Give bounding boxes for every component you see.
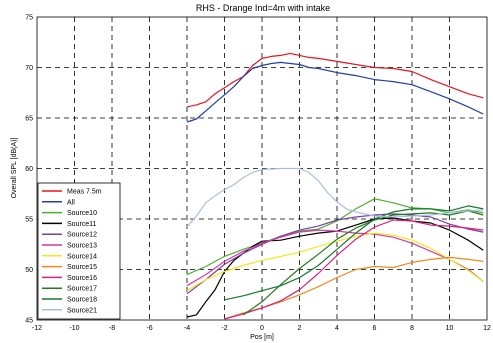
legend-box xyxy=(37,182,121,320)
x-tick-label: -12 xyxy=(32,325,42,332)
x-tick-label: -8 xyxy=(109,325,115,332)
y-tick-label: 45 xyxy=(25,318,33,325)
series-line xyxy=(224,219,484,320)
chart-title: RHS - Drange Ind=4m with intake xyxy=(196,3,330,13)
legend-label: Source14 xyxy=(67,253,97,260)
series-line xyxy=(242,210,484,316)
series-line xyxy=(186,52,484,108)
x-axis-label: Pos [m] xyxy=(250,334,274,341)
legend-label: Source12 xyxy=(67,232,97,239)
x-tick-label: -6 xyxy=(146,325,152,332)
legend-label: Meas 7.5m xyxy=(67,189,102,196)
y-ticks: 45 50 55 60 65 70 75 xyxy=(25,15,33,325)
x-tick-label: -10 xyxy=(69,325,79,332)
legend-label: Source13 xyxy=(67,243,97,250)
legend-label: Source15 xyxy=(67,264,97,271)
legend: Meas 7.5m All Source10 Source11 Source12 Sour… xyxy=(37,182,121,320)
series-line xyxy=(186,61,484,123)
plot-area xyxy=(36,16,488,321)
y-tick-label: 60 xyxy=(25,166,33,173)
legend-label: Source21 xyxy=(67,307,97,314)
y-tick-label: 50 xyxy=(25,267,33,274)
legend-label: Source16 xyxy=(67,275,97,282)
series-line xyxy=(224,256,484,320)
x-ticks: -12 -10 -8 -6 -4 -2 0 2 4 6 8 10 12 xyxy=(32,325,491,332)
series-line xyxy=(186,198,484,276)
x-tick-label: 6 xyxy=(373,325,377,332)
series-line xyxy=(224,205,484,301)
x-tick-label: -4 xyxy=(184,325,190,332)
series-line xyxy=(186,217,484,318)
series-lines xyxy=(186,52,484,320)
y-tick-label: 75 xyxy=(25,15,33,22)
series-line xyxy=(186,167,484,228)
x-tick-label: -2 xyxy=(221,325,227,332)
y-axis-label: Overall SPL [dB(A)] xyxy=(11,138,18,199)
x-tick-label: 0 xyxy=(260,325,264,332)
series-line xyxy=(186,232,484,292)
series-line xyxy=(186,213,484,295)
x-tick-label: 12 xyxy=(483,325,491,332)
series-line xyxy=(186,229,484,287)
x-tick-label: 8 xyxy=(410,325,414,332)
x-tick-label: 2 xyxy=(298,325,302,332)
y-tick-label: 65 xyxy=(25,116,33,123)
legend-label: Source17 xyxy=(67,286,97,293)
y-tick-label: 55 xyxy=(25,217,33,224)
legend-label: All xyxy=(67,199,75,206)
legend-label: Source18 xyxy=(67,297,97,304)
legend-label: Source10 xyxy=(67,210,97,217)
legend-label: Source11 xyxy=(67,221,97,228)
x-tick-label: 10 xyxy=(446,325,454,332)
x-tick-label: 4 xyxy=(335,325,339,332)
y-tick-label: 70 xyxy=(25,65,33,72)
